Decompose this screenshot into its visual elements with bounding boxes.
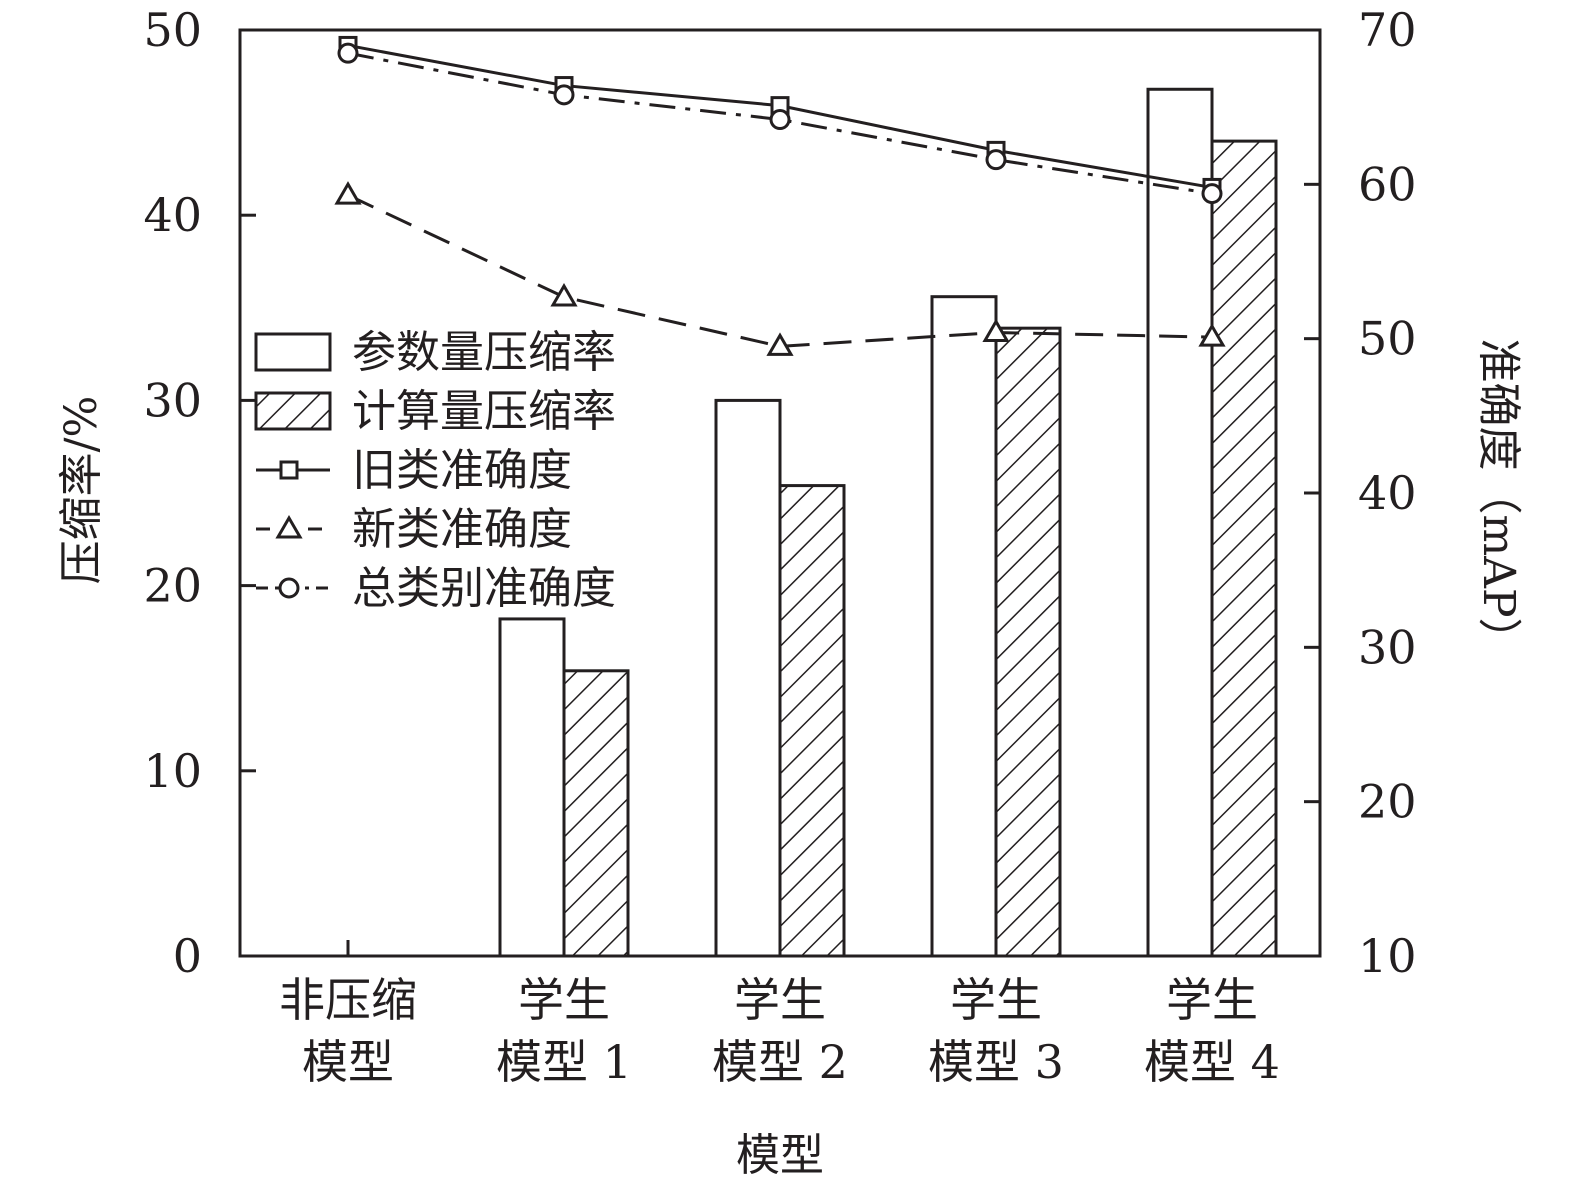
right-axis: 10 20 30 40 50 60 70 [1304,3,1417,983]
legend-label: 参数量压缩率 [352,327,616,378]
left-tick-label: 50 [143,3,202,57]
x-tick-label: 模型 2 [712,1035,848,1089]
left-axis-title: 压缩率/% [56,396,107,585]
right-tick-label: 50 [1358,312,1417,366]
x-tick-label: 模型 [302,1035,394,1089]
x-axis-title: 模型 [736,1130,824,1181]
left-tick-label: 10 [143,744,202,798]
bar-compute-compression [562,669,630,958]
bar-layer [498,87,1278,958]
x-tick-label: 学生 [734,973,826,1027]
all-class-accuracy-point [337,42,359,64]
legend-swatch-param-compression [254,332,332,372]
x-tick-label: 模型 1 [496,1035,632,1089]
bar-compute-compression [994,326,1062,958]
new-class-accuracy-point [982,318,1010,342]
right-tick-label: 60 [1358,157,1417,211]
legend-label: 旧类准确度 [352,445,572,496]
left-tick-label: 30 [143,373,202,427]
left-axis: 0 10 20 30 40 50 [143,3,256,983]
new-class-accuracy-point [766,332,794,356]
all-class-accuracy-point [553,84,575,106]
x-tick-label: 非压缩 [279,973,417,1027]
x-tick-label: 模型 3 [928,1035,1064,1089]
all-class-accuracy-line [347,51,1213,196]
new-class-accuracy-line [347,193,1213,348]
x-tick-label: 模型 4 [1144,1035,1280,1089]
right-axis-title: 准确度（mAP） [1473,338,1524,661]
x-tick-label: 学生 [1166,973,1258,1027]
new-class-accuracy-point [334,181,362,205]
new-class-accuracy-point [1198,323,1226,347]
right-tick-label: 10 [1358,929,1417,983]
right-tick-label: 40 [1358,466,1417,520]
all-class-accuracy-point [985,149,1007,171]
right-tick-label: 20 [1358,775,1417,829]
legend-label: 总类别准确度 [352,563,616,614]
all-class-accuracy-point [769,109,791,131]
legend-swatch-compute-compression [254,391,332,431]
bar-compute-compression [778,484,846,958]
legend-marker-old-class-accuracy [279,460,299,480]
bar-compute-compression [1210,139,1278,958]
bar-param-compression [498,617,566,958]
all-class-accuracy-point [1201,183,1223,205]
left-tick-label: 20 [143,559,202,613]
new-class-accuracy-point [550,283,578,307]
legend-marker-new-class-accuracy [275,515,303,539]
legend-marker-all-class-accuracy [278,577,300,599]
legend-label: 计算量压缩率 [352,386,616,437]
bar-param-compression [714,398,782,958]
left-tick-label: 40 [143,188,202,242]
bar-param-compression [930,295,998,958]
right-tick-label: 30 [1358,620,1417,674]
x-tick-label: 学生 [518,973,610,1027]
x-tick-label: 学生 [950,973,1042,1027]
left-tick-label: 0 [173,929,202,983]
bar-param-compression [1146,87,1214,958]
line-layer [334,35,1226,356]
right-tick-label: 70 [1358,3,1417,57]
legend-label: 新类准确度 [352,504,572,555]
